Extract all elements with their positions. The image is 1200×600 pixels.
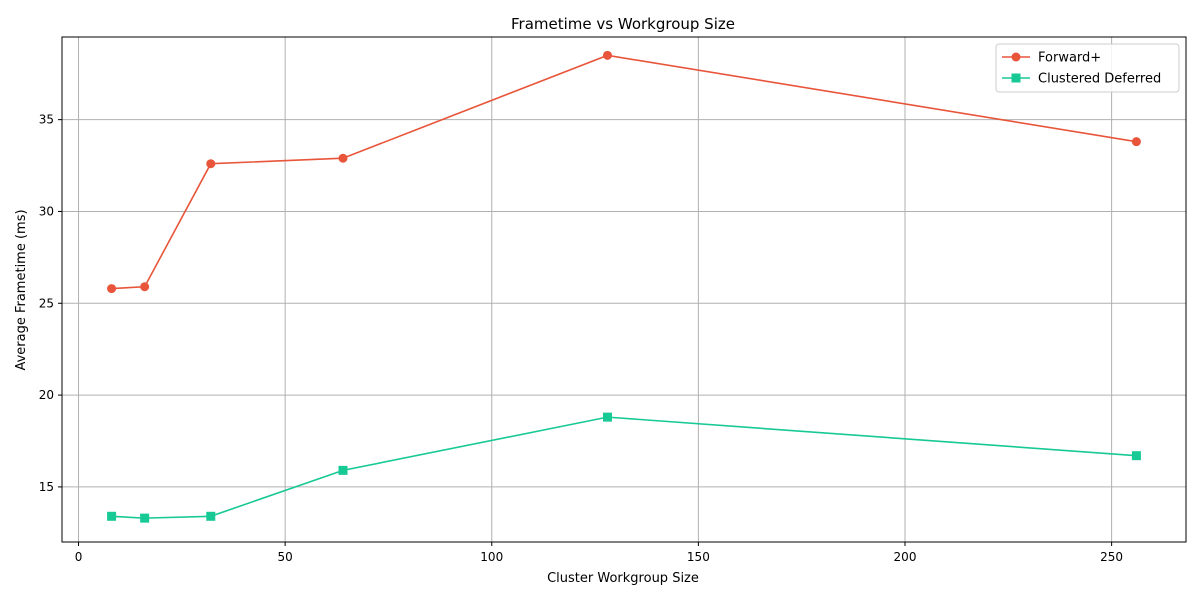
plot-frame [61,36,1187,543]
x-tick-label: 200 [894,550,917,564]
legend-label: Forward+ [1038,51,1101,66]
y-tick-label: 30 [39,204,54,218]
data-point [602,50,612,60]
legend: Forward+ Clustered Deferred [995,43,1180,93]
data-point [107,511,117,521]
data-point [602,412,612,422]
y-tick-label: 25 [39,296,54,310]
chart-title: Frametime vs Workgroup Size [511,15,735,33]
legend-item: Clustered Deferred [1002,72,1161,87]
x-axis-label: Cluster Workgroup Size [547,571,699,586]
x-axis: 0 50 100 150 200 250 [75,542,1123,564]
data-point [338,153,348,163]
data-point [1131,451,1141,461]
x-tick-label: 100 [480,550,503,564]
x-tick-label: 50 [278,550,293,564]
data-point [1131,137,1141,147]
series-line [111,54,1137,290]
data-point [107,284,117,294]
y-tick-label: 20 [39,388,54,402]
data-point [140,282,150,292]
series-layer [107,50,1141,523]
x-tick-label: 150 [687,550,710,564]
legend-marker [1011,73,1021,83]
data-point [206,159,216,169]
grid [62,37,1186,542]
series-line [111,416,1137,519]
data-point [338,465,348,475]
x-tick-label: 0 [75,550,83,564]
y-axis: 15 20 25 30 35 [39,113,62,494]
legend-item: Forward+ [1002,51,1101,66]
y-tick-label: 35 [39,113,54,127]
y-tick-label: 15 [39,480,54,494]
legend-label: Clustered Deferred [1038,72,1161,87]
series-0 [107,50,1141,294]
x-tick-label: 250 [1100,550,1123,564]
data-point [140,513,150,523]
legend-box [995,43,1180,93]
data-point [206,511,216,521]
legend-marker [1011,52,1021,62]
y-axis-label: Average Frametime (ms) [14,209,29,370]
series-1 [107,412,1141,523]
